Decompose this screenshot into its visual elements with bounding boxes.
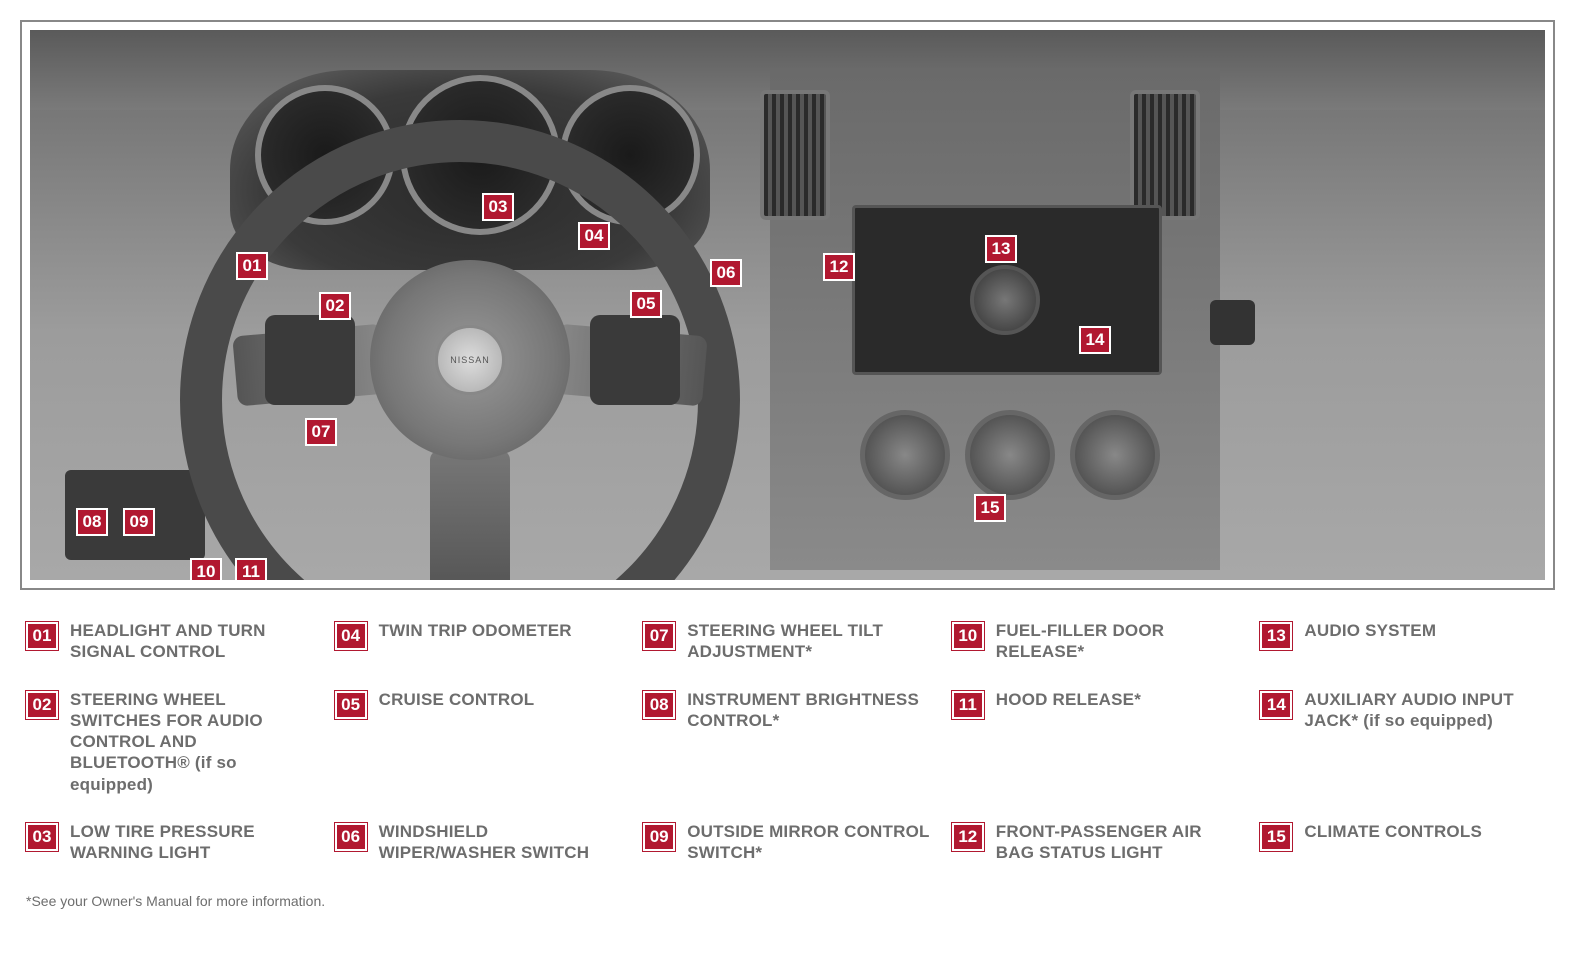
radio-knob: [970, 265, 1040, 335]
callout-marker-15: 15: [974, 494, 1006, 522]
hvac-knob-3: [1070, 410, 1160, 500]
legend-number: 05: [335, 691, 367, 719]
legend-number: 14: [1260, 691, 1292, 719]
legend-label: HOOD RELEASE*: [996, 689, 1141, 710]
legend-number: 12: [952, 823, 984, 851]
legend-item-11: 11 HOOD RELEASE*: [952, 689, 1241, 795]
legend-label: AUXILIARY AUDIO INPUT JACK* (if so equip…: [1304, 689, 1549, 732]
callout-marker-06: 06: [710, 259, 742, 287]
legend-label: HEADLIGHT AND TURN SIGNAL CONTROL: [70, 620, 315, 663]
callout-marker-12: 12: [823, 253, 855, 281]
legend-item-04: 04 TWIN TRIP ODOMETER: [335, 620, 624, 663]
legend-label: AUDIO SYSTEM: [1304, 620, 1436, 641]
hazard-button: [1210, 300, 1255, 345]
callout-marker-13: 13: [985, 235, 1017, 263]
legend-label: STEERING WHEEL TILT ADJUSTMENT*: [687, 620, 932, 663]
legend-label: OUTSIDE MIRROR CONTROL SWITCH*: [687, 821, 932, 864]
dashboard-photo: NISSAN 01 02 03 04 05 06 07 08 09 10 11 12 13 14 15: [30, 30, 1545, 580]
legend-label: CLIMATE CONTROLS: [1304, 821, 1482, 842]
legend-number: 13: [1260, 622, 1292, 650]
callout-marker-10: 10: [190, 558, 222, 580]
legend-label: TWIN TRIP ODOMETER: [379, 620, 572, 641]
legend-label: LOW TIRE PRESSURE WARNING LIGHT: [70, 821, 315, 864]
page: NISSAN 01 02 03 04 05 06 07 08 09 10 11 12 13 14 15 01…: [20, 20, 1555, 934]
hvac-knob-2: [965, 410, 1055, 500]
callout-marker-02: 02: [319, 292, 351, 320]
callout-marker-04: 04: [578, 222, 610, 250]
footnote: *See your Owner's Manual for more inform…: [20, 893, 1555, 909]
steering-spoke-bottom: [430, 450, 510, 580]
callout-marker-03: 03: [482, 193, 514, 221]
legend-number: 11: [952, 691, 984, 719]
callout-marker-01: 01: [236, 252, 268, 280]
legend-label: FRONT-PASSENGER AIR BAG STATUS LIGHT: [996, 821, 1241, 864]
callout-marker-07: 07: [305, 418, 337, 446]
legend-item-12: 12 FRONT-PASSENGER AIR BAG STATUS LIGHT: [952, 821, 1241, 864]
legend-number: 08: [643, 691, 675, 719]
legend-item-13: 13 AUDIO SYSTEM: [1260, 620, 1549, 663]
legend-number: 07: [643, 622, 675, 650]
legend-number: 04: [335, 622, 367, 650]
legend-number: 03: [26, 823, 58, 851]
steering-controls-right: [590, 315, 680, 405]
legend-item-15: 15 CLIMATE CONTROLS: [1260, 821, 1549, 864]
legend-number: 01: [26, 622, 58, 650]
vent-left: [760, 90, 830, 220]
legend-item-14: 14 AUXILIARY AUDIO INPUT JACK* (if so equ…: [1260, 689, 1549, 795]
legend-label: CRUISE CONTROL: [379, 689, 535, 710]
callout-marker-09: 09: [123, 508, 155, 536]
callout-marker-08: 08: [76, 508, 108, 536]
callout-marker-11: 11: [235, 558, 267, 580]
legend-item-05: 05 CRUISE CONTROL: [335, 689, 624, 795]
legend-item-03: 03 LOW TIRE PRESSURE WARNING LIGHT: [26, 821, 315, 864]
legend-item-01: 01 HEADLIGHT AND TURN SIGNAL CONTROL: [26, 620, 315, 663]
legend-label: STEERING WHEEL SWITCHES FOR AUDIO CONTRO…: [70, 689, 315, 795]
legend-number: 02: [26, 691, 58, 719]
legend-label: WINDSHIELD WIPER/WASHER SWITCH: [379, 821, 624, 864]
vent-right: [1130, 90, 1200, 220]
callout-marker-14: 14: [1079, 326, 1111, 354]
callout-marker-05: 05: [630, 290, 662, 318]
legend-item-06: 06 WINDSHIELD WIPER/WASHER SWITCH: [335, 821, 624, 864]
legend-item-10: 10 FUEL-FILLER DOOR RELEASE*: [952, 620, 1241, 663]
legend-label: FUEL-FILLER DOOR RELEASE*: [996, 620, 1241, 663]
brand-logo: NISSAN: [435, 325, 505, 395]
legend-label: INSTRUMENT BRIGHTNESS CONTROL*: [687, 689, 932, 732]
legend-number: 09: [643, 823, 675, 851]
dashboard-photo-frame: NISSAN 01 02 03 04 05 06 07 08 09 10 11 12 13 14 15: [20, 20, 1555, 590]
legend-item-08: 08 INSTRUMENT BRIGHTNESS CONTROL*: [643, 689, 932, 795]
legend-grid: 01 HEADLIGHT AND TURN SIGNAL CONTROL 02 STE…: [20, 620, 1555, 863]
hvac-knob-1: [860, 410, 950, 500]
legend-number: 06: [335, 823, 367, 851]
legend-item-09: 09 OUTSIDE MIRROR CONTROL SWITCH*: [643, 821, 932, 864]
legend-item-02: 02 STEERING WHEEL SWITCHES FOR AUDIO CONT…: [26, 689, 315, 795]
legend-number: 10: [952, 622, 984, 650]
steering-controls-left: [265, 315, 355, 405]
legend-item-07: 07 STEERING WHEEL TILT ADJUSTMENT*: [643, 620, 932, 663]
legend-number: 15: [1260, 823, 1292, 851]
